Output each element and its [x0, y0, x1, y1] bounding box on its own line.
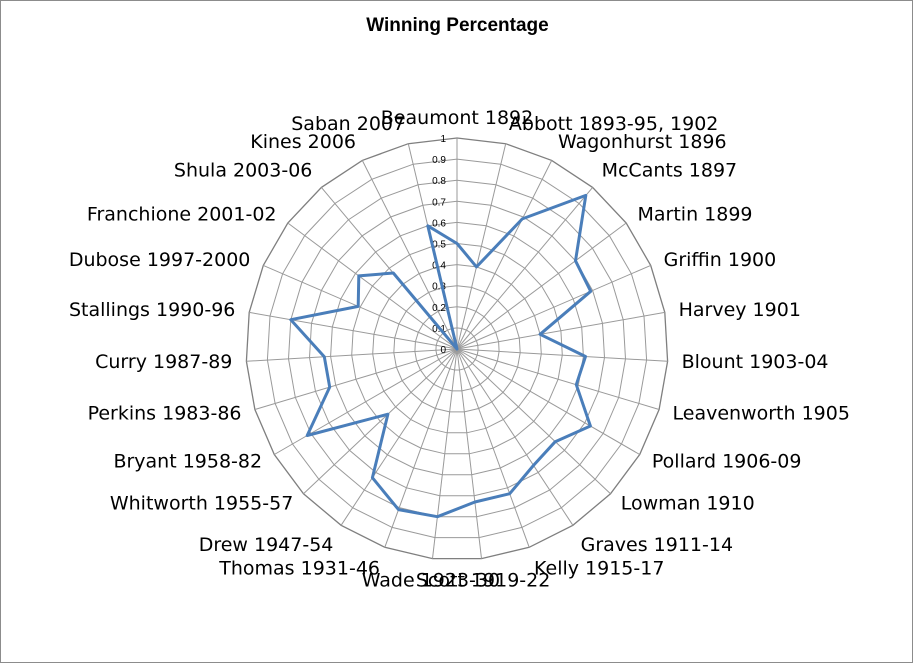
category-label: Whitworth 1955-57: [110, 492, 293, 514]
category-label: Lowman 1910: [621, 492, 755, 514]
category-label: Blount 1903-04: [682, 351, 829, 373]
tick-label: 0.8: [432, 176, 446, 187]
category-label: Curry 1987-89: [95, 351, 232, 373]
category-label: Saban 2007: [291, 113, 405, 135]
category-label: Martin 1899: [638, 204, 753, 226]
tick-label: 0.7: [432, 197, 446, 208]
grid-spoke: [457, 265, 651, 349]
category-label: Graves 1911-14: [581, 534, 733, 556]
category-label: Harvey 1901: [679, 299, 801, 321]
grid-spoke: [385, 349, 457, 547]
category-label: Wagonhurst 1896: [558, 131, 727, 153]
category-label: Shula 2003-06: [174, 160, 313, 182]
category-label: Pollard 1906-09: [652, 451, 802, 473]
tick-label: 0.2: [432, 303, 446, 314]
tick-label: 0.9: [432, 155, 446, 166]
category-label: Franchione 2001-02: [87, 204, 277, 226]
category-label: Stallings 1990-96: [69, 299, 235, 321]
grid-spoke: [457, 349, 640, 455]
category-label: Griffin 1900: [664, 249, 777, 271]
category-label: Dubose 1997-2000: [69, 249, 251, 271]
tick-label: 0.6: [432, 218, 446, 229]
grid-spoke: [249, 312, 457, 349]
category-label: Kelly 1915-17: [534, 557, 664, 579]
grid-spoke: [255, 349, 457, 410]
category-label: Perkins 1983-86: [88, 403, 242, 425]
grid-spoke: [457, 349, 659, 410]
grid-spoke: [457, 160, 552, 349]
category-label: Wade 1923-30: [362, 570, 500, 592]
grid-spoke: [362, 160, 457, 349]
category-label: Drew 1947-54: [199, 534, 334, 556]
tick-label: 0: [440, 345, 446, 356]
category-label: McCants 1897: [602, 160, 738, 182]
category-label: Leavenworth 1905: [673, 403, 850, 425]
category-label: Thomas 1931-46: [218, 557, 380, 579]
grid-spoke: [274, 349, 457, 455]
category-label: Bryant 1958-82: [113, 451, 262, 473]
grid-spoke: [457, 187, 593, 349]
grid-spoke: [457, 349, 529, 547]
tick-label: 1: [440, 134, 446, 145]
